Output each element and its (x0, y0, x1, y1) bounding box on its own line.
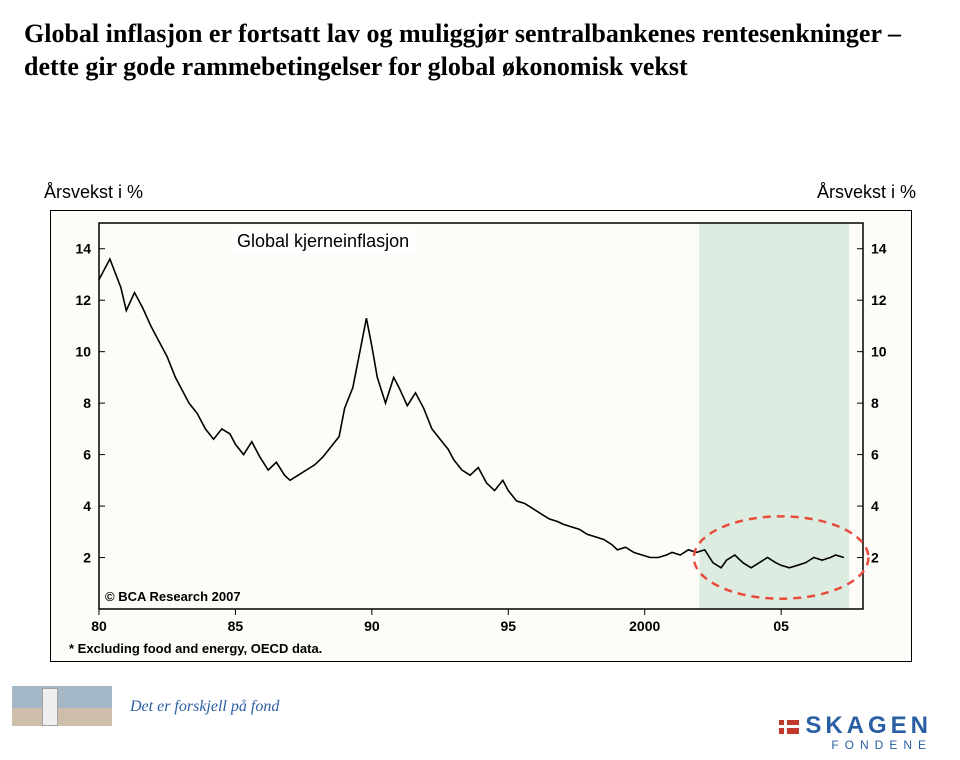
svg-text:6: 6 (83, 447, 91, 463)
page-title: Global inflasjon er fortsatt lav og muli… (24, 18, 936, 83)
svg-text:2000: 2000 (629, 618, 660, 634)
svg-text:4: 4 (83, 498, 91, 514)
svg-text:2: 2 (871, 550, 879, 566)
svg-text:2: 2 (83, 550, 91, 566)
series-label: Global kjerneinflasjon (231, 229, 415, 254)
brand-subtitle: FONDENE (779, 738, 932, 752)
svg-text:8: 8 (83, 395, 91, 411)
lighthouse-image (12, 686, 112, 726)
svg-text:14: 14 (871, 241, 887, 257)
page: Global inflasjon er fortsatt lav og muli… (0, 0, 960, 760)
svg-text:12: 12 (871, 292, 887, 308)
footer: Det er forskjell på fond SKAGEN FONDENE (0, 686, 960, 760)
chart-container: 2 2 4 4 6 6 8 8 10 10 12 12 14 14 80 85 90 95 2000 05 © BCA … (50, 210, 912, 662)
svg-text:12: 12 (75, 292, 91, 308)
svg-text:* Excluding food and energy, O: * Excluding food and energy, OECD data. (69, 641, 322, 656)
inflation-chart: 2 2 4 4 6 6 8 8 10 10 12 12 14 14 80 85 90 95 2000 05 © BCA … (51, 211, 911, 661)
svg-text:10: 10 (871, 344, 887, 360)
svg-text:8: 8 (871, 395, 879, 411)
brand-name: SKAGEN (779, 712, 932, 740)
svg-text:90: 90 (364, 618, 380, 634)
y-axis-label-left: Årsvekst i % (40, 180, 147, 205)
svg-text:85: 85 (228, 618, 244, 634)
svg-text:80: 80 (91, 618, 107, 634)
flag-icon (779, 720, 799, 734)
svg-text:10: 10 (75, 344, 91, 360)
brand-logo: SKAGEN FONDENE (779, 712, 932, 752)
svg-text:14: 14 (75, 241, 91, 257)
svg-text:95: 95 (500, 618, 516, 634)
footer-tagline: Det er forskjell på fond (130, 698, 279, 716)
svg-text:© BCA Research 2007: © BCA Research 2007 (105, 589, 241, 604)
y-axis-label-right: Årsvekst i % (813, 180, 920, 205)
svg-text:4: 4 (871, 498, 879, 514)
svg-text:6: 6 (871, 447, 879, 463)
svg-text:05: 05 (773, 618, 789, 634)
